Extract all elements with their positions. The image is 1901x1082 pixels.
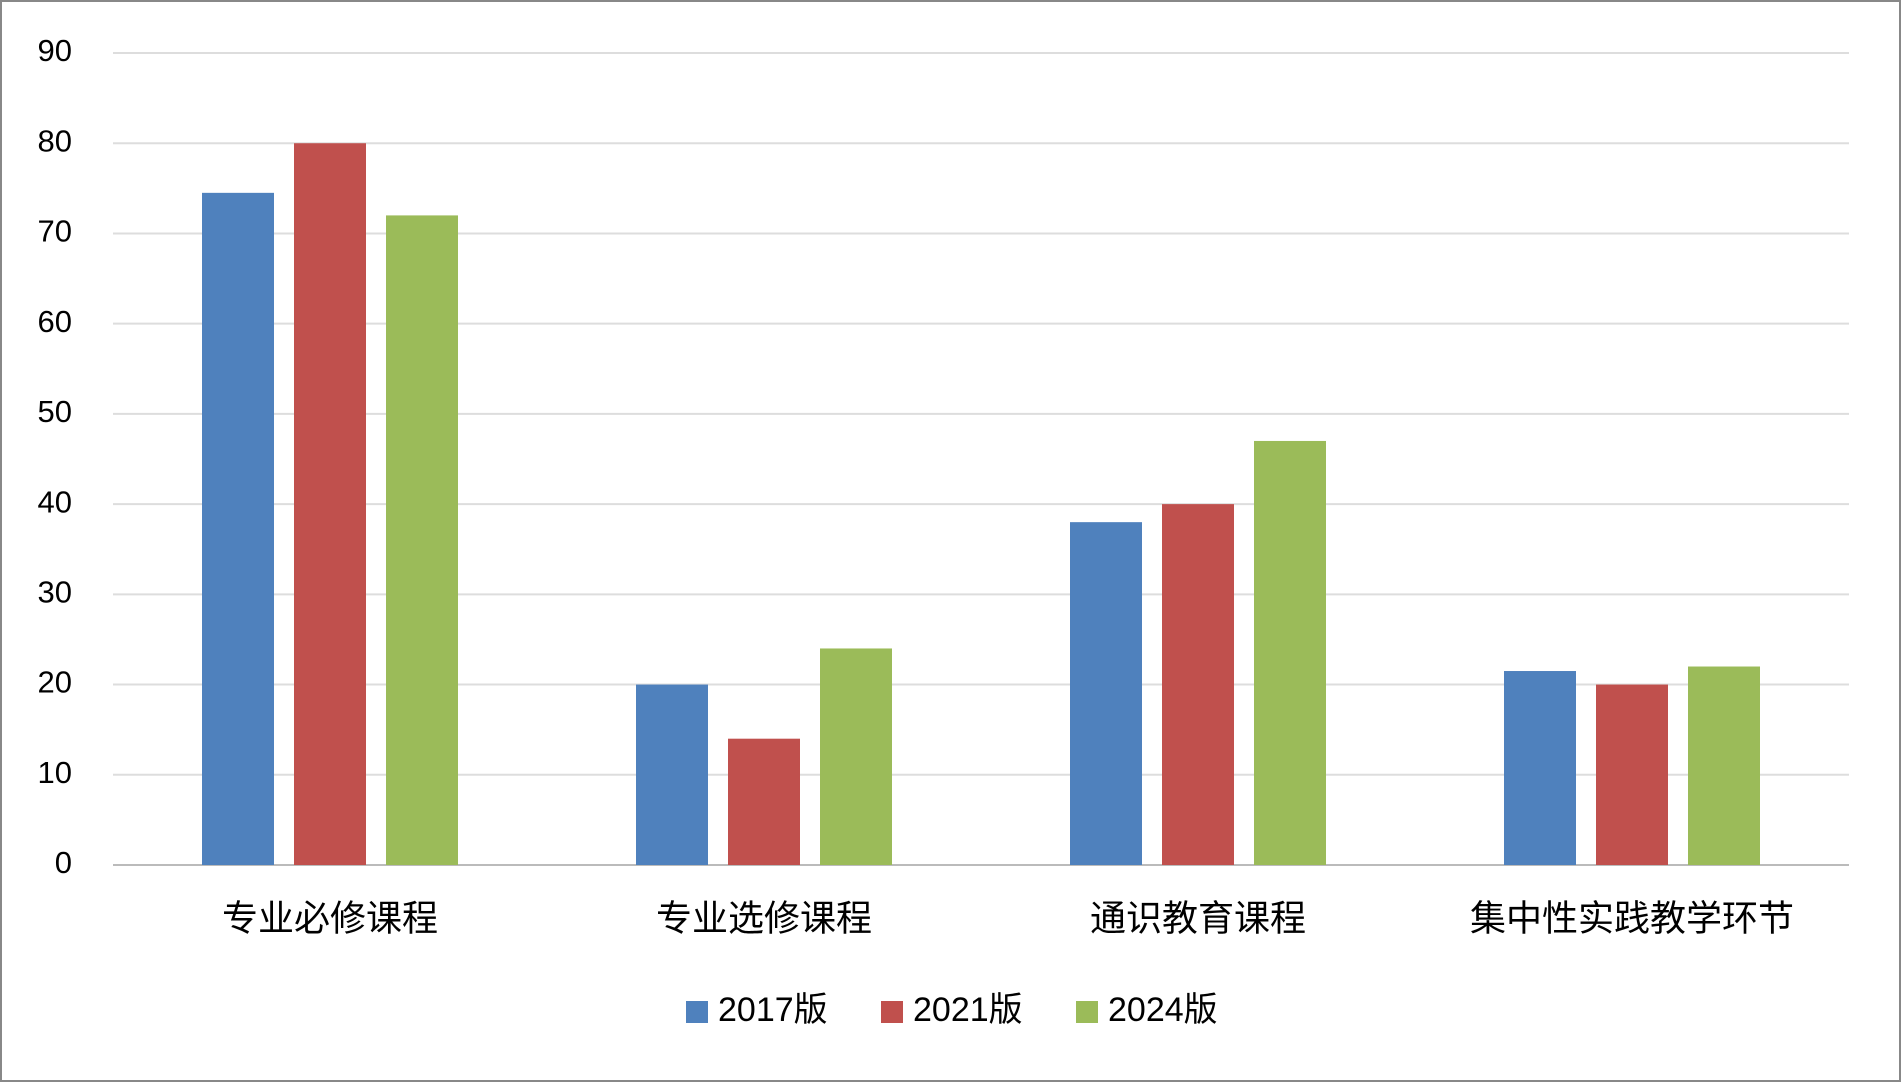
bar: [1162, 504, 1234, 865]
bar: [1070, 522, 1142, 865]
legend-swatch: [881, 1001, 903, 1023]
y-tick-label: 70: [38, 214, 72, 249]
x-tick-label: 专业必修课程: [222, 898, 438, 939]
bar: [1596, 684, 1668, 865]
legend-label: 2021版: [913, 991, 1023, 1029]
legend-swatch: [1076, 1001, 1098, 1023]
legend-label: 2024版: [1108, 991, 1218, 1029]
y-tick-label: 80: [38, 123, 72, 158]
bar: [1254, 440, 1326, 865]
bar: [820, 648, 892, 865]
y-tick-label: 30: [38, 575, 72, 610]
bar: [636, 684, 708, 865]
bar: [294, 143, 366, 865]
y-tick-label: 10: [38, 755, 72, 790]
bar: [1688, 666, 1760, 865]
x-tick-label: 通识教育课程: [1090, 898, 1306, 939]
y-tick-label: 0: [55, 845, 72, 880]
y-tick-label: 50: [38, 394, 72, 429]
bar: [202, 192, 274, 865]
x-tick-label: 专业选修课程: [656, 898, 872, 939]
bar: [386, 215, 458, 865]
legend-label: 2017版: [718, 991, 828, 1029]
bar: [1504, 671, 1576, 865]
y-tick-label: 90: [38, 33, 72, 68]
x-tick-label: 集中性实践教学环节: [1470, 898, 1794, 939]
legend-swatch: [686, 1001, 708, 1023]
bar: [728, 738, 800, 865]
y-tick-label: 60: [38, 304, 72, 339]
y-tick-label: 20: [38, 665, 72, 700]
y-tick-label: 40: [38, 484, 72, 519]
